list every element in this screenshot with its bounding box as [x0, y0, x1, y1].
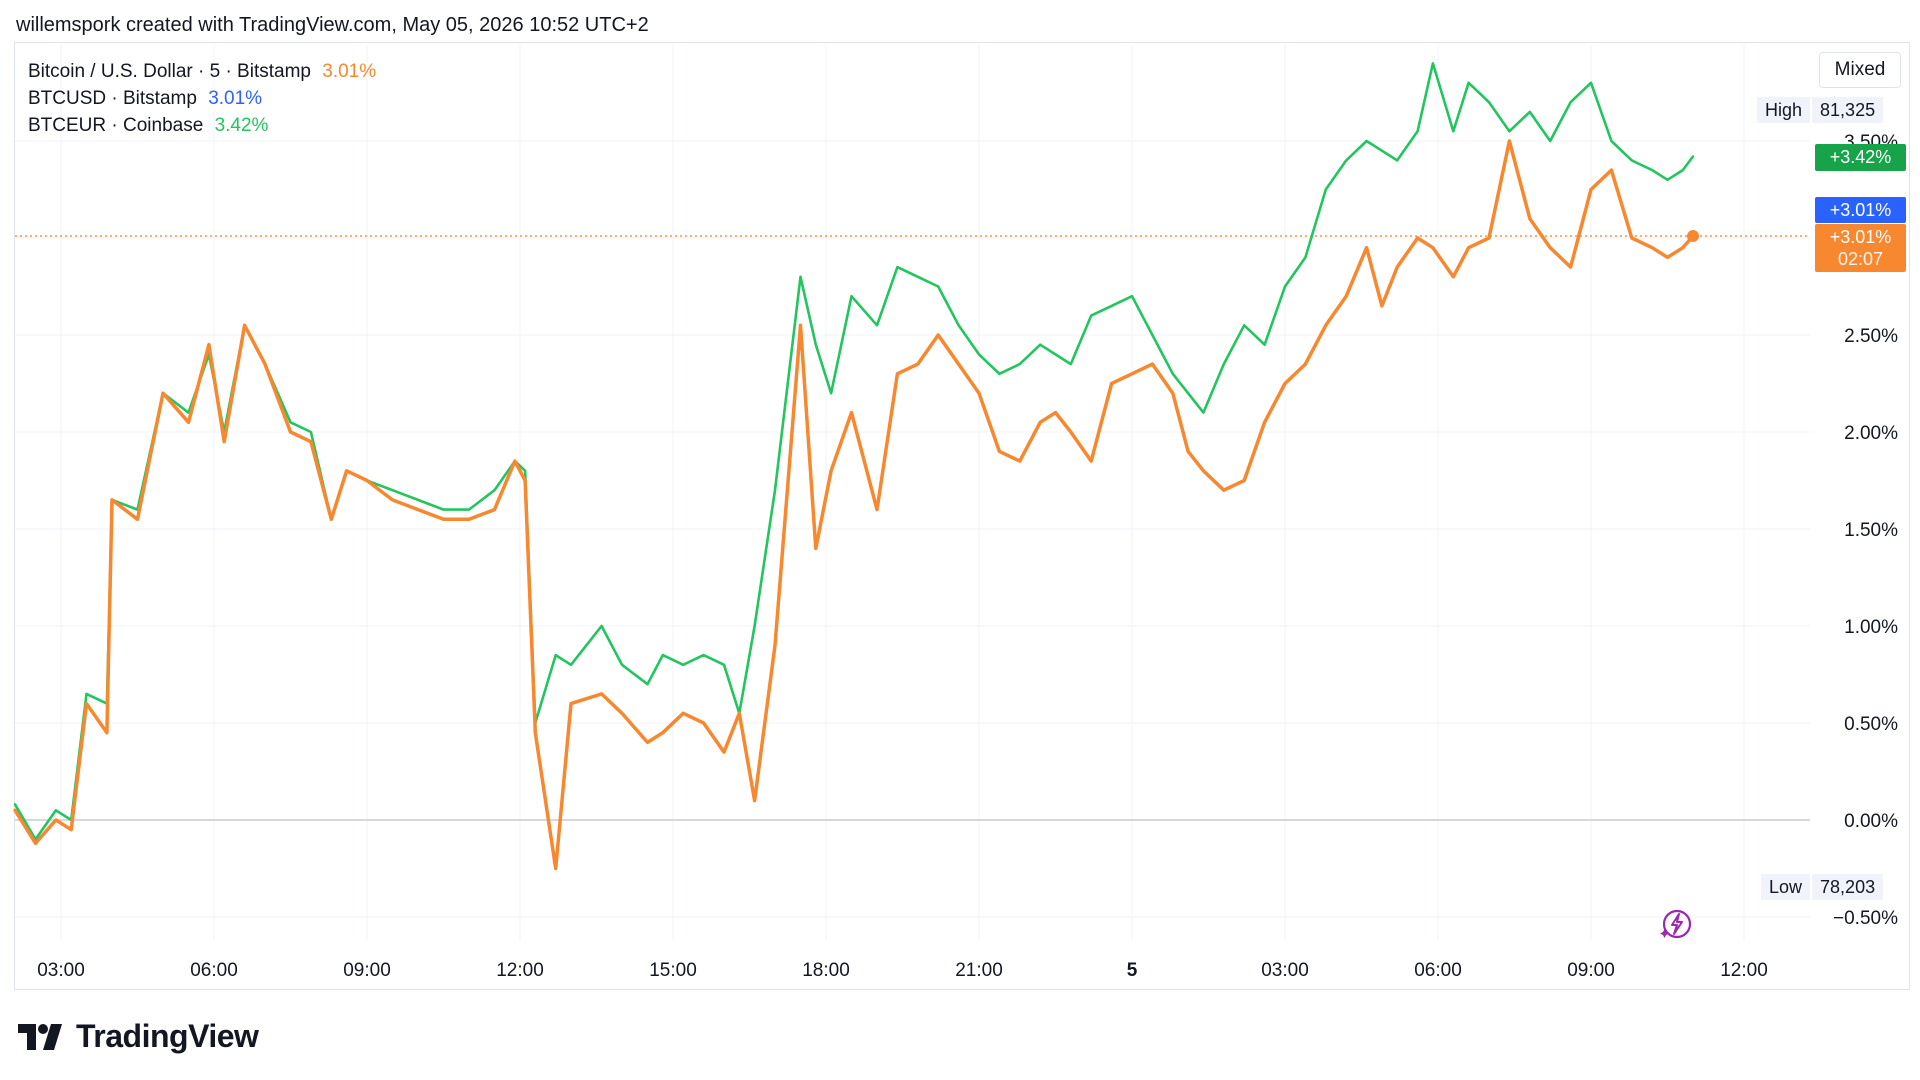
low-label: Low	[1761, 874, 1811, 900]
x-tick-label: 15:00	[649, 960, 697, 981]
tradingview-logo[interactable]: TradingView	[18, 1018, 259, 1055]
tradingview-logo-icon	[18, 1023, 62, 1050]
y-tick-label: 1.50%	[1844, 520, 1898, 541]
zero-line-layer	[15, 235, 1810, 821]
y-tick-label: 2.00%	[1844, 423, 1898, 444]
x-tick-label: 12:00	[496, 960, 544, 981]
chart-legend: Bitcoin / U.S. Dollar · 5 · Bitstamp 3.0…	[28, 58, 376, 139]
chart-frame	[14, 42, 1910, 990]
legend-label-main: Bitcoin / U.S. Dollar · 5 · Bitstamp	[28, 61, 311, 82]
x-tick-label: 06:00	[1414, 960, 1462, 981]
legend-row-main[interactable]: Bitcoin / U.S. Dollar · 5 · Bitstamp 3.0…	[28, 58, 376, 85]
high-box: High 81,325	[1757, 97, 1884, 123]
low-value: 78,203	[1812, 874, 1884, 900]
y-tick-label: −0.50%	[1833, 908, 1898, 929]
price-badge-btceur: +3.42%	[1815, 144, 1906, 171]
x-axis: 03:00 06:00 09:00 12:00 15:00 18:00 21:00 5 03:0…	[37, 960, 1768, 981]
price-badge-main-value: +3.01%	[1829, 227, 1892, 247]
x-tick-label: 03:00	[1261, 960, 1309, 981]
price-chart[interactable]: 3.50%2.50%2.00%1.50%1.00%0.50%0.00%−0.50…	[0, 0, 1920, 1000]
legend-value-btcusd: 3.01%	[208, 88, 263, 109]
series-line-btceur	[13, 62, 1695, 841]
x-tick-label: 5	[1127, 960, 1138, 981]
legend-value-main: 3.01%	[322, 61, 377, 82]
legend-row-btceur[interactable]: BTCEUR · Coinbase 3.42%	[28, 112, 376, 139]
series-line-btcusd	[13, 139, 1695, 871]
legend-value-btceur: 3.42%	[214, 115, 269, 136]
lightning-icon[interactable]	[1657, 906, 1693, 942]
x-tick-label: 09:00	[343, 960, 391, 981]
x-tick-label: 18:00	[802, 960, 850, 981]
tradingview-wordmark: TradingView	[76, 1018, 259, 1054]
legend-label-btcusd: BTCUSD · Bitstamp	[28, 88, 197, 109]
grid-layer	[15, 45, 1810, 940]
series-layer	[13, 62, 1699, 871]
y-tick-label: 2.50%	[1844, 326, 1898, 347]
y-tick-label: 0.00%	[1844, 811, 1898, 832]
scale-mode-button[interactable]: Mixed	[1819, 52, 1901, 88]
x-tick-label: 09:00	[1567, 960, 1615, 981]
high-label: High	[1757, 97, 1811, 123]
price-badge-btcusd: +3.01%	[1815, 197, 1906, 223]
low-box: Low 78,203	[1761, 874, 1884, 900]
price-badge-main: +3.01% 02:07	[1815, 224, 1906, 272]
high-value: 81,325	[1812, 97, 1884, 123]
y-axis: 3.50%2.50%2.00%1.50%1.00%0.50%0.00%−0.50…	[1833, 132, 1898, 929]
x-tick-label: 12:00	[1720, 960, 1768, 981]
x-tick-label: 21:00	[955, 960, 1003, 981]
x-tick-label: 03:00	[37, 960, 85, 981]
bar-countdown: 02:07	[1837, 249, 1884, 269]
last-point-marker	[1687, 230, 1699, 243]
x-tick-label: 06:00	[190, 960, 238, 981]
y-tick-label: 0.50%	[1844, 714, 1898, 735]
y-tick-label: 1.00%	[1844, 617, 1898, 638]
legend-row-btcusd[interactable]: BTCUSD · Bitstamp 3.01%	[28, 85, 376, 112]
chart-attribution: willemspork created with TradingView.com…	[16, 14, 649, 36]
legend-label-btceur: BTCEUR · Coinbase	[28, 115, 204, 136]
